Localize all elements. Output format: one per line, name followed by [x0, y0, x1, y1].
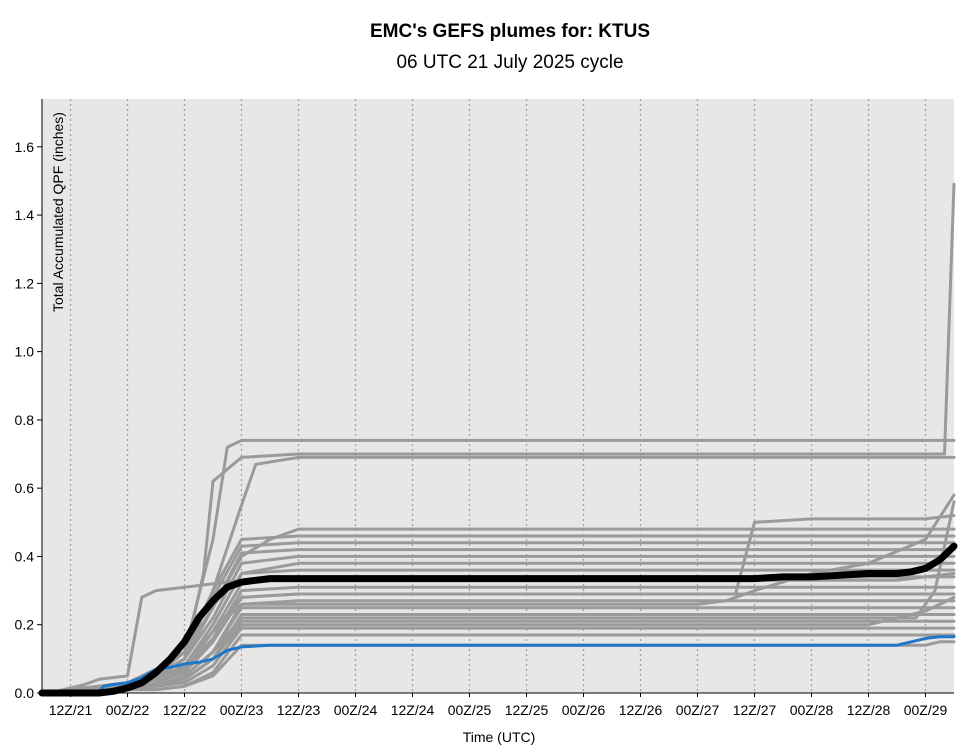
x-tick-label: 00Z/27	[676, 702, 720, 718]
member-line	[40, 595, 956, 695]
mean-line-group	[38, 542, 958, 697]
y-tick-label: 1.4	[15, 207, 35, 223]
x-tick-label: 12Z/23	[277, 702, 321, 718]
x-axis: 12Z/21 00Z/22 12Z/22 00Z/23 12Z/23 00Z/24 12Z/…	[42, 692, 954, 718]
y-tick-label: 0.8	[15, 412, 35, 428]
x-tick-label: 00Z/26	[562, 702, 606, 718]
y-axis-label: Total Accumulated QPF (inches)	[50, 112, 66, 312]
x-tick-label: 12Z/21	[49, 702, 93, 718]
x-tick-label: 00Z/22	[106, 702, 150, 718]
x-tick-label: 00Z/25	[448, 702, 492, 718]
x-tick-label: 00Z/29	[904, 702, 948, 718]
x-tick-label: 00Z/24	[334, 702, 378, 718]
control-line	[40, 635, 956, 695]
x-tick-label: 12Z/28	[847, 702, 891, 718]
y-tick-label: 0.4	[15, 548, 35, 564]
x-tick-label: 12Z/24	[391, 702, 435, 718]
member-line	[40, 500, 956, 695]
mean-line	[38, 542, 958, 697]
x-tick-label: 00Z/23	[220, 702, 264, 718]
member-line	[40, 514, 956, 695]
member-lines	[40, 182, 956, 695]
y-tick-label: 1.0	[15, 344, 35, 360]
member-line	[40, 626, 956, 695]
member-line	[40, 527, 956, 695]
y-tick-label: 1.6	[15, 139, 35, 155]
control-line-group	[40, 635, 956, 695]
y-tick-label: 0.6	[15, 480, 35, 496]
x-tick-label: 12Z/22	[163, 702, 207, 718]
x-tick-label: 00Z/28	[790, 702, 834, 718]
member-line	[40, 585, 956, 695]
x-tick-label: 12Z/27	[733, 702, 777, 718]
member-line	[40, 182, 956, 695]
chart-subtitle: 06 UTC 21 July 2025 cycle	[396, 52, 623, 73]
x-tick-label: 12Z/26	[619, 702, 663, 718]
y-tick-label: 0.2	[15, 617, 35, 633]
y-axis: 0.0 0.2 0.4 0.6 0.8 1.0 1.2 1.4 1.6	[15, 99, 43, 701]
y-tick-label: 1.2	[15, 275, 35, 291]
chart-title: EMC's GEFS plumes for: KTUS	[370, 21, 650, 42]
x-axis-label: Time (UTC)	[463, 729, 536, 745]
y-tick-label: 0.0	[15, 685, 35, 701]
member-line	[40, 554, 956, 695]
x-tick-label: 12Z/25	[505, 702, 549, 718]
